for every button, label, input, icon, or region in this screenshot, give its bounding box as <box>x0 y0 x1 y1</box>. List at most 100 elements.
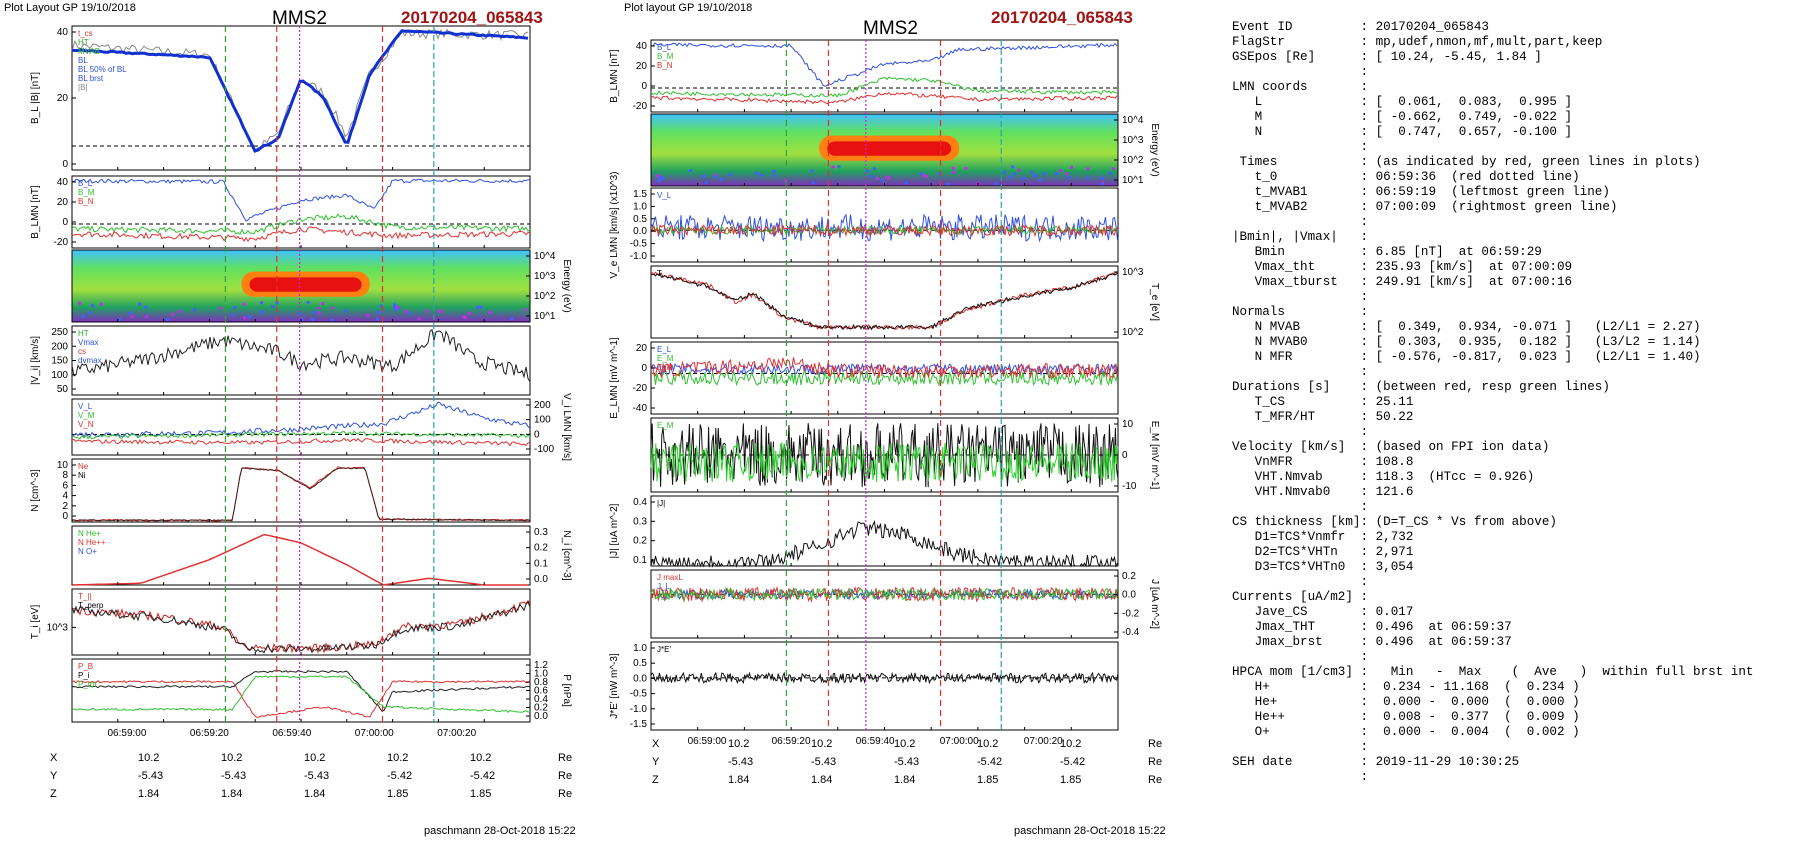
summary-line: N : [ 0.747, 0.657, -0.100 ] <box>1232 125 1573 139</box>
series-line <box>650 42 1118 87</box>
spectrogram-speckle <box>271 305 275 309</box>
y-tick-label: 150 <box>51 356 68 367</box>
series-line <box>71 430 531 440</box>
y-tick-label-right: 0.1 <box>534 558 548 569</box>
y-tick-label: 20 <box>636 343 648 354</box>
position-value: 1.85 <box>1060 774 1082 786</box>
y-tick-label: -20 <box>633 101 648 112</box>
spectrogram-speckle <box>880 178 884 182</box>
summary-line: : <box>1232 365 1369 379</box>
y-axis-label: V_e LMN [km/s] (x10^3) <box>609 172 620 279</box>
spectrogram-speckle <box>129 311 133 315</box>
y-tick-label-right: 1.2 <box>534 660 548 671</box>
y-tick-label: 50 <box>57 384 69 395</box>
legend-entry: t_cs <box>78 29 93 38</box>
summary-line: Normals : <box>1232 305 1369 319</box>
summary-line: He+ : 0.000 - 0.000 ( 0.000 ) <box>1232 695 1580 709</box>
spectrogram-speckle <box>1055 172 1059 176</box>
summary-line: : <box>1232 425 1369 439</box>
spectrogram-speckle <box>330 318 334 322</box>
summary-line: Currents [uA/m2] : <box>1232 590 1369 604</box>
y-tick-label: 20 <box>57 93 69 104</box>
series-line <box>650 587 1118 602</box>
panel-ti: 10^3 T_i [eV] T_||T_perp <box>30 588 531 656</box>
spectrogram-core-region <box>249 277 362 292</box>
summary-line: D1=TCS*Vnmfr : 2,732 <box>1232 530 1414 544</box>
legend-entry: E_M <box>657 421 674 430</box>
y-axis-label-right: V_i LMN [km/s] <box>561 393 572 461</box>
y-tick-label: 20 <box>57 197 69 208</box>
spectrogram-speckle <box>810 169 814 173</box>
y-tick-label: 40 <box>636 41 648 52</box>
summary-line: Velocity [km/s] : (based on FPI ion data… <box>1232 440 1550 454</box>
spectrogram-speckle <box>242 316 246 320</box>
series-line <box>650 91 1118 105</box>
y-tick-label-right: 0.0 <box>534 711 548 722</box>
y-axis-label-right: T_e [eV] <box>1149 283 1160 321</box>
spectrogram-speckle <box>510 317 514 321</box>
y-axis-label-right: N_i [cm^-3] <box>561 530 572 580</box>
spectrogram-speckle <box>1086 167 1090 171</box>
position-value: 1.85 <box>387 788 409 800</box>
spectrogram-speckle <box>870 175 874 179</box>
spectrogram-speckle <box>728 173 732 177</box>
spectrogram-speckle <box>994 182 998 186</box>
summary-line: Vmax_tht : 235.93 [km/s] at 07:00:09 <box>1232 260 1573 274</box>
spectrogram-speckle <box>321 302 325 306</box>
spectrogram-speckle <box>91 304 95 308</box>
y-tick-label: 0.5 <box>633 658 647 669</box>
middle-event-id: 20170204_065843 <box>991 8 1133 27</box>
position-value: 10.2 <box>894 738 916 750</box>
panel-frame <box>650 39 1119 113</box>
spectrogram-speckle <box>837 165 841 169</box>
legend-entry: B_L <box>657 43 672 52</box>
panel-j: 0.4 0.3 0.2 0.1 |J| [uA m^-2] |J| <box>609 495 1119 568</box>
spectrogram-speckle <box>379 304 383 308</box>
spectrogram-speckle <box>1100 182 1104 186</box>
spectrogram-speckle <box>1108 171 1112 175</box>
y-tick-label: -1.5 <box>630 719 648 730</box>
spectrogram-speckle <box>660 176 664 180</box>
y-tick-label: -0.5 <box>630 689 648 700</box>
y-tick-label-right: 10^1 <box>534 311 556 322</box>
summary-line: : <box>1232 65 1369 79</box>
spectrogram-speckle <box>247 315 251 319</box>
position-value: 10.2 <box>387 752 409 764</box>
position-value: 10.2 <box>138 752 160 764</box>
series-line <box>71 600 531 654</box>
y-tick-label: 0.0 <box>633 673 647 684</box>
y-tick-label-right: 10 <box>1122 419 1134 430</box>
y-tick-label: 0 <box>62 217 68 228</box>
spectrogram-speckle <box>656 174 660 178</box>
y-axis-label-right: P [nPa] <box>561 674 572 707</box>
y-tick-label-right: 0.3 <box>534 527 548 538</box>
left-spacecraft-title: MMS2 <box>272 8 327 29</box>
position-value: 1.84 <box>138 788 160 800</box>
left-page-header: Plot Layout GP 19/10/2018 <box>4 2 136 14</box>
summary-line: Vmax_tburst : 249.91 [km/s] at 07:00:16 <box>1232 275 1573 289</box>
legend-entry: dvmax <box>78 356 102 365</box>
position-value: -5.42 <box>977 756 1003 768</box>
spectrogram-speckle <box>311 318 315 322</box>
panel-elmn: 20 0 -20 -40 E_LMN [mV m^-1] E_LE_ME_N <box>609 337 1119 419</box>
legend-entry: B_N <box>78 197 94 206</box>
y-axis-label: J*E' [nW m^-3] <box>609 653 620 719</box>
position-unit: Re <box>558 752 573 764</box>
summary-line: M : [ -0.662, 0.749, -0.022 ] <box>1232 110 1573 124</box>
series-line <box>71 328 531 383</box>
y-tick-label: 250 <box>51 327 68 338</box>
summary-line: SEH date : 2019-11-29 10:30:25 <box>1232 755 1520 769</box>
position-row-label: Z <box>652 774 659 786</box>
summary-line: Jmax_brst : 0.496 at 06:59:37 <box>1232 635 1512 649</box>
y-tick-label: 1.0 <box>633 643 647 654</box>
x-tick-label: 06:59:00 <box>107 728 146 739</box>
series-line <box>71 466 531 522</box>
spectrogram-speckle <box>171 312 175 316</box>
spectrogram-speckle <box>317 306 321 310</box>
spectrogram-speckle <box>784 179 788 183</box>
spectrogram-speckle <box>1070 165 1074 169</box>
spectrogram-speckle <box>688 169 692 173</box>
y-tick-label: 0.5 <box>633 214 647 225</box>
